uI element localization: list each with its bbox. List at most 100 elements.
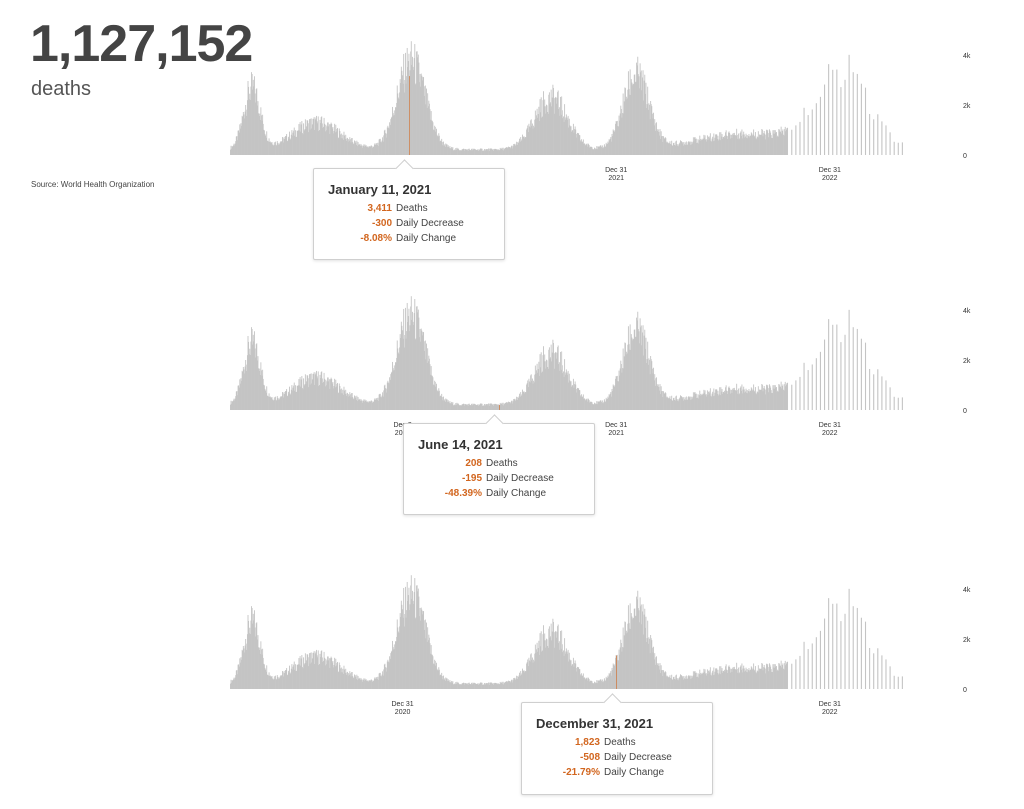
bar[interactable] [378, 673, 380, 689]
bar[interactable] [399, 613, 401, 689]
bar[interactable] [335, 124, 337, 155]
bar[interactable] [375, 144, 377, 155]
bar[interactable] [241, 115, 243, 155]
bar[interactable] [594, 149, 596, 155]
bar[interactable] [480, 403, 482, 410]
bar[interactable] [361, 679, 363, 689]
bar[interactable] [243, 369, 245, 410]
bar[interactable] [712, 675, 714, 689]
bar[interactable] [571, 665, 573, 689]
bar[interactable] [358, 679, 360, 689]
bar[interactable] [768, 663, 770, 689]
bar[interactable] [669, 396, 671, 410]
bar[interactable] [292, 135, 293, 155]
bar[interactable] [703, 134, 705, 155]
bar[interactable] [634, 337, 636, 410]
bar[interactable] [347, 675, 349, 689]
bar[interactable] [783, 668, 784, 689]
bar[interactable] [742, 389, 744, 410]
bar[interactable] [272, 144, 274, 155]
bar[interactable] [649, 359, 650, 410]
bar[interactable] [768, 133, 770, 155]
bar[interactable] [469, 405, 471, 410]
bar[interactable] [639, 63, 641, 155]
bar[interactable] [639, 343, 640, 410]
bar[interactable] [300, 124, 302, 155]
bar[interactable] [742, 138, 743, 155]
bar[interactable] [316, 370, 317, 410]
bar[interactable] [646, 104, 648, 155]
bar[interactable] [704, 671, 705, 689]
bar[interactable] [567, 119, 568, 155]
bar[interactable] [756, 673, 758, 689]
bar[interactable] [640, 325, 642, 410]
bar[interactable] [628, 623, 630, 689]
bar[interactable] [753, 669, 755, 689]
bar[interactable] [592, 404, 594, 410]
bar[interactable] [370, 679, 372, 689]
bar[interactable] [513, 399, 515, 410]
bar[interactable] [776, 671, 778, 689]
bar[interactable] [553, 621, 554, 689]
bar[interactable] [602, 400, 604, 410]
bar[interactable] [437, 670, 439, 689]
bar[interactable] [436, 383, 437, 410]
bar[interactable] [472, 683, 474, 689]
bar[interactable] [671, 674, 673, 689]
bar[interactable] [515, 400, 516, 410]
bar[interactable] [301, 121, 303, 155]
bar[interactable] [414, 618, 416, 689]
bar[interactable] [733, 668, 735, 689]
bar[interactable] [388, 382, 389, 410]
bar[interactable] [458, 684, 460, 689]
bar[interactable] [265, 390, 267, 410]
bar[interactable] [234, 677, 236, 689]
bar[interactable] [619, 647, 621, 689]
bar[interactable] [498, 684, 500, 689]
bar[interactable] [824, 339, 826, 410]
bar[interactable] [577, 666, 578, 689]
bar[interactable] [526, 384, 528, 410]
bar[interactable] [268, 672, 270, 689]
bar[interactable] [599, 146, 601, 155]
bar[interactable] [687, 676, 689, 689]
bar[interactable] [248, 620, 250, 689]
bar[interactable] [599, 145, 601, 155]
bar[interactable] [465, 404, 467, 410]
bar[interactable] [354, 395, 356, 410]
bar[interactable] [661, 391, 663, 410]
bar[interactable] [592, 404, 594, 410]
bar[interactable] [709, 388, 711, 410]
bar[interactable] [231, 682, 233, 689]
bar[interactable] [539, 99, 541, 155]
bar[interactable] [592, 149, 594, 155]
bar[interactable] [753, 384, 755, 410]
bar[interactable] [283, 139, 285, 155]
bar[interactable] [443, 146, 445, 155]
bar[interactable] [420, 341, 422, 410]
bar[interactable] [739, 393, 741, 410]
bar[interactable] [482, 150, 484, 155]
bar[interactable] [660, 139, 662, 155]
bar[interactable] [562, 652, 564, 689]
bar[interactable] [542, 100, 544, 155]
bar[interactable] [441, 672, 443, 689]
bar[interactable] [445, 677, 447, 689]
bar[interactable] [749, 671, 750, 689]
bar[interactable] [484, 405, 486, 410]
bar[interactable] [622, 368, 623, 410]
bar[interactable] [759, 134, 761, 155]
bar[interactable] [775, 132, 777, 155]
bar[interactable] [543, 346, 544, 410]
bar[interactable] [647, 109, 649, 155]
bar[interactable] [458, 150, 460, 155]
bar[interactable] [263, 663, 265, 689]
bar[interactable] [314, 384, 316, 410]
bar[interactable] [434, 125, 436, 155]
bar[interactable] [735, 135, 736, 155]
bar[interactable] [563, 121, 565, 155]
bar[interactable] [568, 118, 570, 155]
bar[interactable] [464, 682, 466, 689]
bar[interactable] [396, 340, 398, 410]
